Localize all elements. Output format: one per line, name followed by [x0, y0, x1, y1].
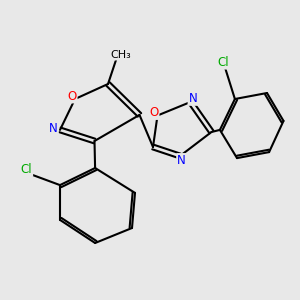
Text: CH₃: CH₃	[110, 50, 131, 60]
Text: O: O	[68, 89, 76, 103]
Text: O: O	[149, 106, 158, 119]
Text: N: N	[49, 122, 58, 135]
Text: Cl: Cl	[218, 56, 229, 69]
Text: Cl: Cl	[21, 163, 32, 176]
Text: N: N	[188, 92, 197, 105]
Text: N: N	[177, 154, 186, 167]
